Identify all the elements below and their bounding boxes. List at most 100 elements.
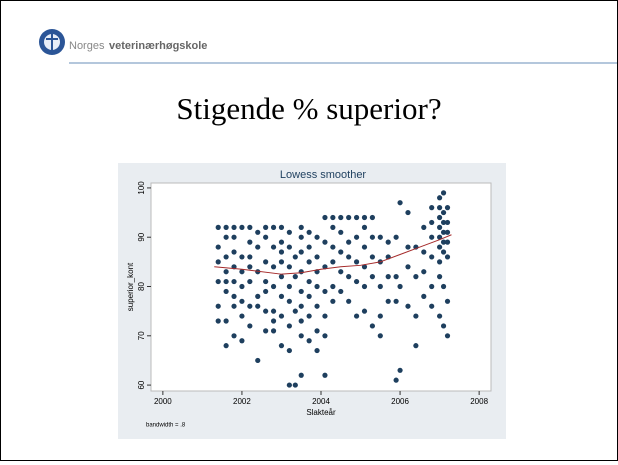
data-point	[346, 274, 352, 280]
data-point	[239, 269, 245, 275]
data-point	[255, 229, 261, 235]
data-point	[346, 298, 352, 304]
data-point	[437, 224, 443, 230]
data-point	[405, 244, 411, 250]
data-point	[270, 308, 277, 314]
lowess-line	[214, 234, 452, 275]
data-point	[306, 229, 312, 235]
data-point	[292, 274, 298, 280]
data-point	[263, 224, 269, 230]
data-point	[413, 274, 419, 280]
data-point	[314, 347, 320, 354]
data-point	[247, 239, 253, 245]
data-point	[247, 303, 253, 309]
data-point	[247, 323, 253, 329]
data-point	[444, 229, 451, 235]
data-point	[231, 293, 237, 299]
data-point	[405, 264, 411, 270]
data-point	[322, 372, 328, 378]
data-point	[440, 229, 447, 235]
data-point	[421, 293, 427, 299]
data-point	[278, 259, 285, 265]
data-point	[353, 234, 360, 240]
data-point	[231, 249, 237, 255]
data-point	[437, 259, 443, 265]
data-point	[353, 259, 360, 265]
data-point	[393, 298, 399, 304]
data-point	[385, 239, 391, 245]
data-point	[239, 298, 245, 304]
data-point	[223, 343, 229, 349]
data-point	[393, 377, 399, 383]
data-point	[239, 338, 245, 344]
data-point	[306, 259, 312, 265]
data-point	[397, 283, 403, 290]
data-point	[377, 333, 383, 339]
data-point	[413, 313, 419, 319]
data-point	[330, 244, 336, 250]
data-point	[444, 205, 451, 211]
data-point	[223, 254, 229, 260]
data-point	[298, 249, 304, 255]
data-point	[322, 333, 328, 339]
data-point	[263, 234, 269, 240]
data-point	[314, 234, 320, 240]
data-point	[322, 239, 328, 245]
data-point	[330, 259, 336, 265]
data-point	[306, 338, 312, 344]
y-tick-label: 100	[137, 181, 146, 195]
data-point	[286, 283, 292, 290]
data-point	[440, 283, 447, 290]
data-point	[353, 214, 360, 221]
data-point	[429, 254, 435, 260]
data-point	[322, 288, 328, 295]
data-point	[346, 254, 352, 260]
data-point	[231, 224, 237, 230]
data-point	[361, 283, 368, 290]
data-point	[385, 274, 391, 280]
data-point	[306, 244, 312, 250]
data-point	[437, 244, 443, 250]
data-point	[298, 234, 304, 240]
data-point	[338, 249, 344, 255]
data-point	[330, 214, 336, 221]
data-point	[223, 224, 229, 230]
data-point	[338, 269, 344, 275]
data-point	[270, 318, 277, 324]
data-point	[393, 234, 399, 240]
data-point	[437, 274, 443, 280]
chart-title: Lowess smoother	[280, 169, 367, 181]
data-point	[263, 278, 269, 285]
y-tick-label: 60	[137, 380, 146, 389]
data-point	[286, 382, 292, 388]
org-prefix: Norges	[69, 40, 105, 52]
data-point	[369, 323, 375, 329]
data-point	[437, 195, 443, 201]
data-point	[223, 318, 229, 324]
data-point	[298, 269, 304, 275]
data-point	[421, 224, 427, 230]
data-point	[444, 298, 451, 304]
data-point	[223, 288, 229, 295]
data-point	[353, 313, 360, 319]
data-point	[223, 269, 229, 275]
data-point	[215, 244, 221, 250]
data-point	[298, 333, 304, 339]
data-point	[292, 382, 298, 388]
data-point	[429, 234, 435, 240]
data-point	[263, 308, 269, 314]
data-point	[440, 190, 447, 196]
data-point	[385, 298, 391, 304]
data-point	[322, 214, 328, 221]
data-point	[292, 254, 298, 260]
data-point	[440, 323, 447, 329]
data-point	[278, 224, 285, 230]
data-point	[330, 298, 336, 304]
data-point	[255, 244, 261, 250]
data-point	[440, 249, 447, 255]
data-point	[405, 303, 411, 309]
data-point	[330, 283, 336, 290]
data-point	[361, 308, 368, 314]
